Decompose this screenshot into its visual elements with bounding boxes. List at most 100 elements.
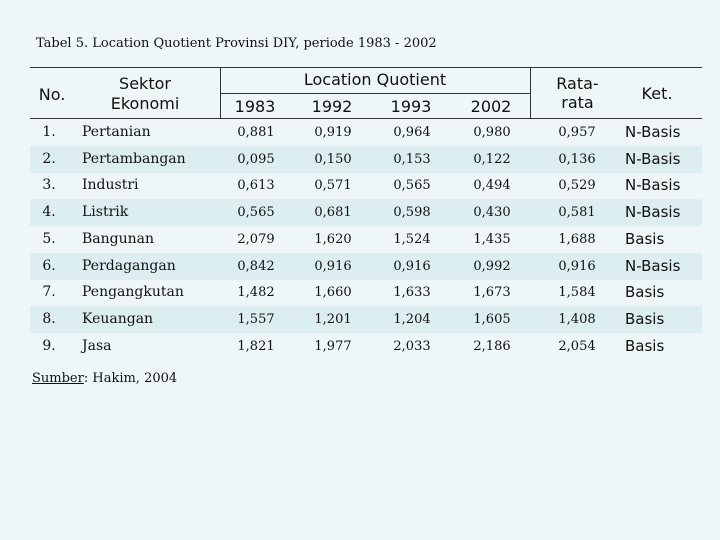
- row-ket: N-Basis: [625, 203, 681, 222]
- row-value-v1993: 1,204: [393, 311, 431, 327]
- row-value-v2002: 0,992: [473, 258, 511, 274]
- row-value-v1993: 1,524: [393, 231, 431, 247]
- row-value-v1993: 0,598: [393, 205, 431, 221]
- table-row: 8. Keuangan 1,557 1,201 1,204 1,605 1,408 Basis: [30, 305, 702, 333]
- row-ket: Basis: [625, 283, 665, 302]
- row-sektor: Keuangan: [82, 310, 154, 327]
- row-number: 4.: [42, 204, 56, 221]
- row-value-rata: 1,584: [558, 285, 596, 301]
- row-sektor: Perdagangan: [82, 257, 176, 274]
- header-top-border: [30, 67, 702, 68]
- row-value-v1983: 1,482: [237, 285, 275, 301]
- header-year-2002: 2002: [470, 97, 512, 116]
- row-ket: N-Basis: [625, 176, 681, 195]
- header-sektor-line1: Sektor: [119, 74, 171, 93]
- row-number: 9.: [42, 337, 56, 354]
- row-value-v1983: 0,842: [237, 258, 275, 274]
- row-value-v2002: 0,430: [473, 205, 511, 221]
- row-value-v2002: 2,186: [473, 338, 511, 354]
- row-value-v1993: 0,565: [393, 178, 431, 194]
- row-sektor: Pengangkutan: [82, 284, 184, 301]
- row-value-v1992: 0,571: [314, 178, 352, 194]
- row-value-rata: 0,916: [558, 258, 596, 274]
- row-sektor: Jasa: [82, 337, 112, 354]
- table-row: 1. Pertanian 0,881 0,919 0,964 0,980 0,957 N-Ba…: [30, 119, 702, 146]
- row-ket: Basis: [625, 309, 665, 328]
- row-value-v1992: 0,681: [314, 205, 352, 221]
- header-year-1983: 1983: [234, 97, 276, 116]
- source-text: : Hakim, 2004: [83, 371, 178, 386]
- row-number: 5.: [42, 230, 56, 247]
- row-ket: N-Basis: [625, 256, 681, 275]
- source-note: Sumber: Hakim, 2004: [32, 371, 177, 386]
- row-number: 7.: [42, 284, 56, 301]
- row-value-v1983: 2,079: [237, 231, 275, 247]
- row-value-rata: 1,688: [558, 231, 596, 247]
- row-value-v1992: 0,919: [314, 125, 352, 140]
- source-label: Sumber: [32, 371, 84, 386]
- row-value-v1993: 2,033: [393, 338, 431, 354]
- table-row: 5. Bangunan 2,079 1,620 1,524 1,435 1,688 Basis: [30, 226, 702, 253]
- row-sektor: Pertanian: [82, 124, 151, 140]
- row-ket: N-Basis: [625, 123, 681, 141]
- row-value-v1992: 1,201: [314, 311, 352, 327]
- row-value-v2002: 1,435: [473, 231, 511, 247]
- row-value-v2002: 0,494: [473, 178, 511, 194]
- row-value-v1992: 1,977: [314, 338, 352, 354]
- row-number: 1.: [42, 124, 56, 140]
- row-value-v1983: 0,613: [237, 178, 275, 194]
- row-number: 8.: [42, 310, 56, 327]
- header-divider-left: [220, 67, 221, 118]
- row-value-v2002: 0,980: [473, 125, 511, 140]
- row-value-v1983: 1,821: [237, 338, 275, 354]
- header-divider-right: [530, 67, 531, 118]
- table-row: 4. Listrik 0,565 0,681 0,598 0,430 0,581 N-Basi…: [30, 199, 702, 227]
- row-value-v1993: 1,633: [393, 285, 431, 301]
- row-value-v1983: 0,095: [237, 151, 275, 167]
- header-bottom-border: [30, 118, 702, 119]
- row-value-v1992: 0,150: [314, 151, 352, 167]
- header-rata-line1: Rata-: [556, 74, 599, 93]
- row-sektor: Bangunan: [82, 230, 155, 247]
- table-row: 2. Pertambangan 0,095 0,150 0,153 0,122 0,136 N…: [30, 145, 702, 173]
- row-value-rata: 2,054: [558, 338, 596, 354]
- row-value-v1993: 0,153: [393, 151, 431, 167]
- row-value-v1983: 0,565: [237, 205, 275, 221]
- row-value-v1992: 0,916: [314, 258, 352, 274]
- lq-group-underline: [220, 93, 530, 94]
- row-value-v1983: 0,881: [237, 125, 275, 140]
- table-row: 3. Industri 0,613 0,571 0,565 0,494 0,529 N-Bas…: [30, 172, 702, 199]
- table-row: 6. Perdagangan 0,842 0,916 0,916 0,992 0,916 N-…: [30, 252, 702, 280]
- row-value-rata: 0,957: [558, 125, 596, 140]
- row-value-rata: 1,408: [558, 311, 596, 327]
- table-caption: Tabel 5. Location Quotient Provinsi DIY,…: [36, 36, 437, 51]
- row-value-rata: 0,529: [558, 178, 596, 194]
- row-value-rata: 0,581: [558, 205, 596, 221]
- row-value-v2002: 0,122: [473, 151, 511, 167]
- row-value-v1993: 0,916: [393, 258, 431, 274]
- row-value-v1992: 1,660: [314, 285, 352, 301]
- row-ket: Basis: [625, 336, 665, 355]
- table-row: 7. Pengangkutan 1,482 1,660 1,633 1,673 1,584 B…: [30, 279, 702, 306]
- row-value-v1983: 1,557: [237, 311, 275, 327]
- row-sektor: Pertambangan: [82, 150, 186, 167]
- header-year-1992: 1992: [311, 97, 353, 116]
- row-ket: Basis: [625, 229, 665, 248]
- row-value-v2002: 1,673: [473, 285, 511, 301]
- row-value-rata: 0,136: [558, 151, 596, 167]
- header-sektor-line2: Ekonomi: [110, 94, 180, 113]
- row-number: 2.: [42, 150, 56, 167]
- header-ket: Ket.: [641, 84, 673, 103]
- header-no: No.: [38, 85, 66, 104]
- table-row: 9. Jasa 1,821 1,977 2,033 2,186 2,054 Basis: [30, 333, 702, 360]
- row-sektor: Industri: [82, 177, 139, 194]
- row-sektor: Listrik: [82, 204, 129, 221]
- row-value-v1993: 0,964: [393, 125, 431, 140]
- row-ket: N-Basis: [625, 149, 681, 168]
- row-number: 6.: [42, 257, 56, 274]
- row-value-v1992: 1,620: [314, 231, 352, 247]
- header-year-1993: 1993: [390, 97, 432, 116]
- header-rata-line2: rata: [561, 93, 594, 112]
- row-value-v2002: 1,605: [473, 311, 511, 327]
